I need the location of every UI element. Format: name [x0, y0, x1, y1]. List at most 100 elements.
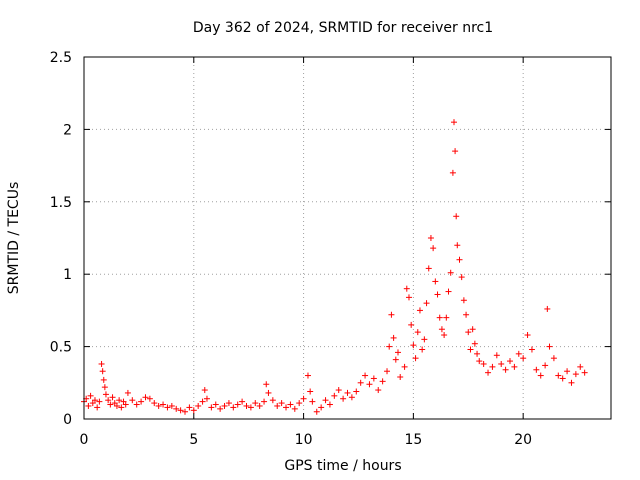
data-point	[506, 358, 513, 365]
data-point	[463, 311, 470, 318]
data-point	[416, 307, 423, 314]
x-tick-label: 0	[80, 432, 89, 448]
data-point	[353, 388, 360, 395]
data-point	[384, 368, 391, 375]
data-point	[397, 374, 404, 381]
data-point	[423, 300, 430, 307]
data-point	[96, 398, 103, 405]
data-series	[81, 119, 588, 415]
data-point	[331, 392, 338, 399]
data-point	[568, 379, 575, 386]
data-point	[498, 360, 505, 367]
data-point	[344, 389, 351, 396]
data-point	[199, 398, 206, 405]
data-point	[113, 402, 120, 409]
data-point	[559, 375, 566, 382]
data-point	[357, 379, 364, 386]
x-tick-label: 10	[295, 432, 313, 448]
data-point	[432, 278, 439, 285]
y-tick-label: 1	[63, 267, 72, 283]
data-point	[274, 402, 281, 409]
x-axis-tick-labels: 0 5 10 15 20	[80, 432, 533, 448]
data-point	[300, 395, 307, 402]
data-point	[436, 314, 443, 321]
data-point	[419, 346, 426, 353]
data-point	[98, 360, 105, 367]
data-point	[287, 401, 294, 408]
data-point	[480, 360, 487, 367]
data-point	[489, 363, 496, 370]
data-point	[203, 395, 210, 402]
data-point	[390, 334, 397, 341]
data-point	[102, 391, 109, 398]
data-point	[456, 256, 463, 263]
data-point	[533, 366, 540, 373]
data-point	[99, 368, 106, 375]
data-point	[186, 404, 193, 411]
data-point	[544, 305, 551, 312]
data-point	[109, 394, 116, 401]
data-point	[467, 346, 474, 353]
data-point	[269, 397, 276, 404]
data-point	[129, 397, 136, 404]
data-point	[366, 381, 373, 388]
data-point	[201, 387, 208, 394]
data-point	[443, 314, 450, 321]
data-point	[91, 397, 98, 404]
data-point	[190, 407, 197, 414]
data-point	[445, 288, 452, 295]
data-point	[87, 392, 94, 399]
data-point	[454, 242, 461, 249]
data-point	[252, 400, 259, 407]
data-point	[100, 376, 107, 383]
data-point	[379, 378, 386, 385]
data-point	[85, 402, 92, 409]
data-point	[395, 349, 402, 356]
y-tick-label: 0	[63, 412, 72, 428]
data-point	[263, 381, 270, 388]
data-point	[421, 336, 428, 343]
data-point	[291, 405, 298, 412]
data-point	[555, 372, 562, 379]
data-point	[335, 387, 342, 394]
data-point	[318, 404, 325, 411]
data-point	[581, 369, 588, 376]
y-tick-label: 0.5	[50, 340, 72, 356]
y-axis-tick-labels: 0 0.5 1 1.5 2 2.5	[50, 50, 72, 428]
data-point	[296, 400, 303, 407]
data-point	[283, 404, 290, 411]
data-point	[151, 400, 158, 407]
x-tick-label: 20	[514, 432, 532, 448]
data-point	[239, 398, 246, 405]
data-point	[520, 355, 527, 362]
x-tick-label: 15	[404, 432, 422, 448]
data-point	[261, 398, 268, 405]
data-point	[221, 402, 228, 409]
data-point	[392, 356, 399, 363]
data-point	[524, 332, 531, 339]
data-point	[401, 363, 408, 370]
data-point	[460, 297, 467, 304]
x-tick-label: 5	[189, 432, 198, 448]
data-point	[550, 355, 557, 362]
data-point	[309, 398, 316, 405]
data-point	[493, 352, 500, 359]
data-point	[441, 332, 448, 339]
data-point	[408, 321, 415, 328]
y-axis-label: SRMTID / TECUs	[6, 182, 22, 295]
data-point	[458, 274, 465, 281]
data-point	[247, 404, 254, 411]
data-point	[386, 343, 393, 350]
data-point	[256, 402, 263, 409]
data-point	[476, 358, 483, 365]
plot-frame	[83, 56, 612, 420]
data-point	[542, 362, 549, 369]
data-point	[160, 401, 167, 408]
data-point	[322, 397, 329, 404]
data-point	[452, 148, 459, 155]
data-point	[515, 350, 522, 357]
data-point	[265, 389, 272, 396]
data-point	[142, 394, 149, 401]
data-point	[528, 346, 535, 353]
